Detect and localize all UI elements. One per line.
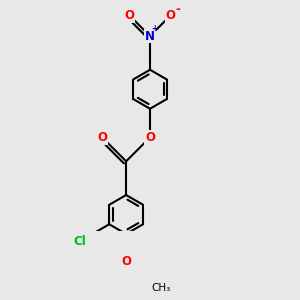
- Text: CH₃: CH₃: [152, 283, 171, 293]
- Text: O: O: [121, 254, 131, 268]
- Text: O: O: [165, 9, 175, 22]
- Text: O: O: [145, 131, 155, 144]
- Text: O: O: [97, 131, 107, 144]
- Text: Cl: Cl: [74, 235, 86, 248]
- Text: N: N: [145, 29, 155, 43]
- Text: -: -: [175, 3, 180, 16]
- Text: O: O: [125, 9, 135, 22]
- Text: +: +: [151, 24, 157, 33]
